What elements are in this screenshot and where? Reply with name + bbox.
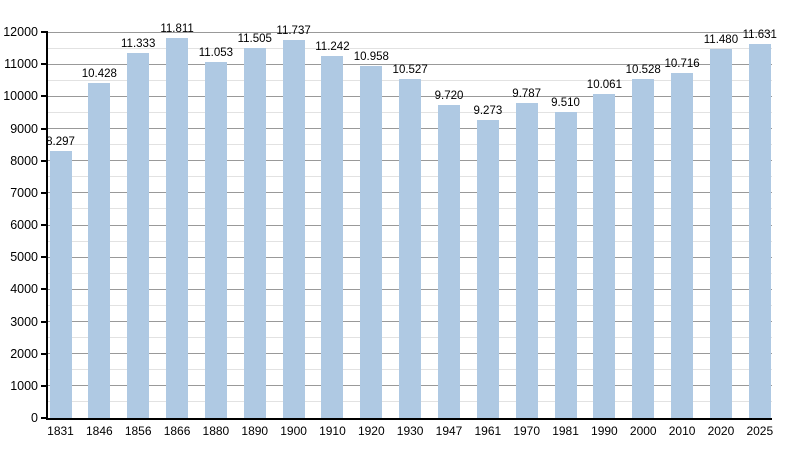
y-tick-mark [41,288,47,291]
bar-value-label: 10.958 [353,50,389,63]
x-tick-label: 1890 [241,424,269,438]
y-tick-mark [41,384,47,387]
bar-value-label: 9.720 [434,90,464,103]
bar-value-label: 11.811 [160,23,194,36]
bar-value-label: 10.527 [392,64,428,77]
y-tick-mark [41,159,47,162]
x-tick-label: 1900 [280,424,307,438]
bar-value-label: 10.428 [81,67,117,80]
bar [360,65,383,418]
bar-value-label: 11.505 [237,32,272,45]
bar [709,48,732,418]
bar [438,105,460,418]
x-tick-label: 1880 [202,424,230,438]
bar-value-label: 11.053 [198,47,234,60]
x-tick-label: 1990 [591,424,618,438]
bar-value-label: 9.273 [473,104,503,117]
y-tick-mark [41,320,47,323]
x-axis-line [46,418,772,420]
bar [282,40,305,418]
y-tick-label: 7000 [10,185,38,200]
plot-area [47,31,772,418]
y-tick-mark [41,127,47,130]
bar-value-label: 11.242 [315,41,350,54]
y-tick-label: 12000 [3,25,38,39]
bar-value-label: 10.061 [586,79,622,92]
x-tick-label: 1981 [552,424,579,438]
x-tick-label: 1831 [47,424,74,438]
minor-gridline [47,47,772,49]
y-tick-mark [41,256,47,259]
y-tick-label: 9000 [10,121,38,136]
y-tick-label: 4000 [10,282,38,297]
x-tick-label: 1961 [474,424,502,438]
bar [632,79,655,418]
y-tick-label: 3000 [10,314,38,329]
x-tick-label: 1910 [319,424,346,438]
y-tick-label: 8000 [10,153,38,168]
x-tick-label: 2010 [668,424,696,438]
x-tick-label: 2020 [707,424,735,438]
y-tick-mark [41,417,47,419]
x-tick-label: 1866 [163,424,191,438]
major-gridline [47,31,772,33]
major-gridline [47,63,772,65]
bar [166,38,189,418]
x-tick-label: 1947 [435,424,463,438]
bar-value-label: 11.480 [703,33,739,46]
y-tick-label: 10000 [3,89,38,104]
bar-value-label: 8.297 [46,136,75,149]
y-axis-line [46,31,48,420]
bar-value-label: 10.716 [664,58,700,71]
x-tick-label: 1920 [357,424,385,438]
bar [748,43,771,418]
y-tick-label: 2000 [10,346,38,361]
bar-value-label: 10.528 [625,64,661,77]
bar [88,82,111,418]
bar [554,112,577,418]
bar [204,62,227,418]
y-tick-label: 1000 [10,378,38,393]
y-tick-mark [41,191,47,194]
y-tick-mark [41,352,47,355]
x-tick-label: 1930 [396,424,424,438]
bar [515,103,538,418]
x-tick-label: 2000 [629,424,657,438]
x-tick-label: 2025 [746,424,774,438]
y-tick-label: 5000 [10,250,38,265]
bar [243,47,266,418]
bar [593,94,616,418]
y-tick-mark [41,63,47,66]
y-tick-label: 11000 [4,57,38,72]
y-tick-label: 6000 [10,218,38,232]
bar [476,119,499,418]
y-tick-label: 0 [31,411,38,425]
y-tick-mark [41,95,47,98]
bar-value-label: 11.333 [121,38,156,51]
bar-value-label: 11.631 [742,28,777,41]
bar-value-label: 9.510 [551,97,580,110]
bar-value-label: 9.787 [512,88,542,101]
x-tick-label: 1846 [85,424,113,438]
x-tick-label: 1970 [513,424,541,438]
bar [49,151,72,418]
bar [127,53,150,418]
y-tick-mark [41,224,47,226]
x-tick-label: 1856 [124,424,152,438]
bar-value-label: 11.737 [276,25,311,38]
y-tick-mark [41,31,47,33]
bar [399,79,422,418]
bar [671,73,694,418]
bar [321,56,344,418]
